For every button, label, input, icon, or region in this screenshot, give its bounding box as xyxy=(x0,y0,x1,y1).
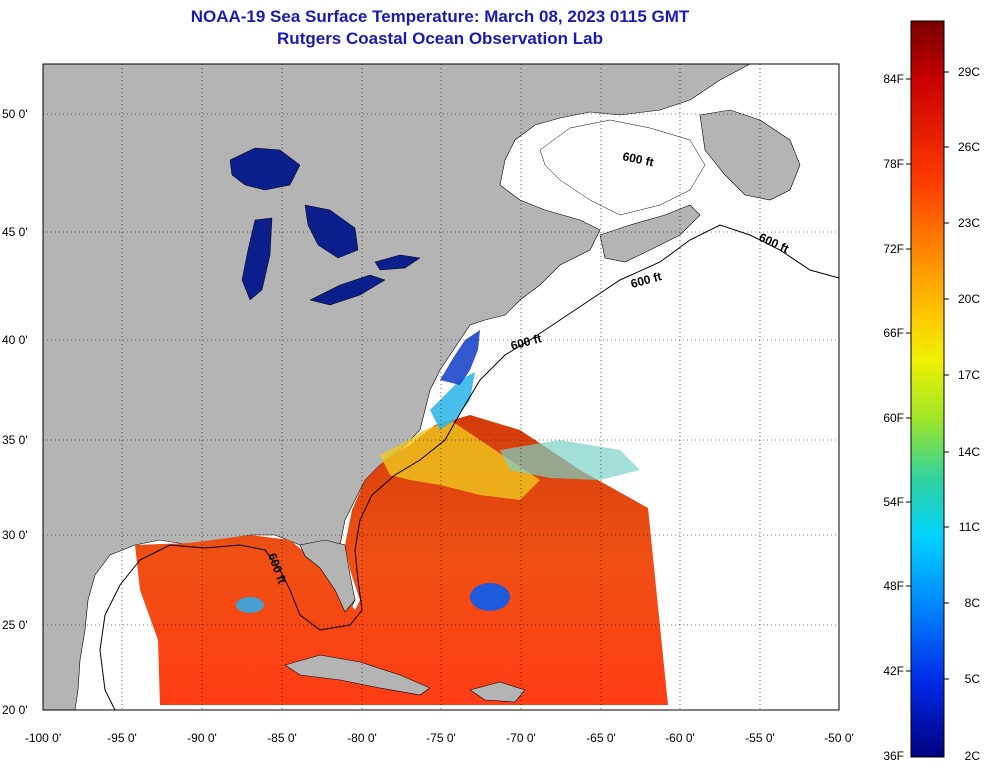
colorbar-c-label: 17C xyxy=(958,368,980,382)
colorbar-f-label: 48F xyxy=(883,579,904,593)
lon-label: -85 0' xyxy=(267,731,297,745)
sst-swath-cool xyxy=(430,372,475,430)
lat-label: 25 0' xyxy=(2,618,28,632)
map-title: NOAA-19 Sea Surface Temperature: March 0… xyxy=(190,7,690,26)
lon-label: -65 0' xyxy=(586,731,616,745)
colorbar-f-label: 78F xyxy=(883,157,904,171)
colorbar-c-label: 11C xyxy=(959,520,980,534)
colorbar-c-label: 23C xyxy=(958,216,980,230)
colorbar xyxy=(910,20,945,758)
lat-label: 45 0' xyxy=(2,225,28,239)
colorbar-c-label: 20C xyxy=(958,292,980,306)
colorbar-f-label: 72F xyxy=(883,242,904,256)
lon-label: -95 0' xyxy=(107,731,137,745)
land-cuba xyxy=(284,654,431,696)
colorbar-c-label: 2C xyxy=(965,749,981,763)
land-hispaniola xyxy=(469,681,526,703)
graticule xyxy=(43,64,839,710)
lat-label: 30 0' xyxy=(2,528,28,542)
colorbar-f-label: 54F xyxy=(883,495,904,509)
land-florida xyxy=(299,539,356,613)
map-subtitle: Rutgers Coastal Ocean Observation Lab xyxy=(277,29,603,48)
sst-cloud-patches xyxy=(500,440,640,480)
lake-ontario xyxy=(374,254,421,271)
lake-erie xyxy=(309,274,386,306)
contour-600ft xyxy=(99,224,839,710)
contour-label: 600 ft xyxy=(621,149,655,169)
colorbar-ticks xyxy=(906,71,949,680)
land-nova-scotia xyxy=(599,204,701,263)
lon-label: -90 0' xyxy=(187,731,217,745)
sst-swath-cold xyxy=(440,330,480,385)
colorbar-f-label: 84F xyxy=(883,72,904,86)
lake-huron xyxy=(304,204,359,259)
lon-label: -80 0' xyxy=(347,731,377,745)
gulf-st-lawrence xyxy=(539,119,706,216)
colorbar-c-label: 26C xyxy=(958,140,980,154)
colorbar-f-label: 66F xyxy=(883,326,904,340)
lon-label: -70 0' xyxy=(506,731,536,745)
sst-cold-eddy xyxy=(470,583,510,611)
lat-label: 50 0' xyxy=(2,107,28,121)
colorbar-c-label: 29C xyxy=(958,65,980,79)
colorbar-f-label: 36F xyxy=(883,749,904,763)
land-newfoundland xyxy=(699,109,801,201)
lat-label: 35 0' xyxy=(2,433,28,447)
map-border xyxy=(42,63,840,711)
colorbar-f-label: 42F xyxy=(883,664,904,678)
lake-superior xyxy=(229,147,301,191)
lat-label: 40 0' xyxy=(2,333,28,347)
lon-label: -75 0' xyxy=(426,731,456,745)
lon-label: -100 0' xyxy=(25,731,61,745)
lon-label: -60 0' xyxy=(665,731,695,745)
colorbar-c-label: 8C xyxy=(965,596,981,610)
lat-label: 20 0' xyxy=(2,703,28,717)
colorbar-f-label: 60F xyxy=(883,411,904,425)
lon-label: -55 0' xyxy=(745,731,775,745)
colorbar-c-label: 5C xyxy=(965,672,981,686)
land-north-america xyxy=(43,64,751,710)
sst-swath-warm xyxy=(135,415,668,705)
colorbar-c-label: 14C xyxy=(958,445,980,459)
sst-gulf-cool-patch xyxy=(236,597,264,613)
lake-michigan xyxy=(241,217,273,301)
lon-label: -50 0' xyxy=(824,731,854,745)
